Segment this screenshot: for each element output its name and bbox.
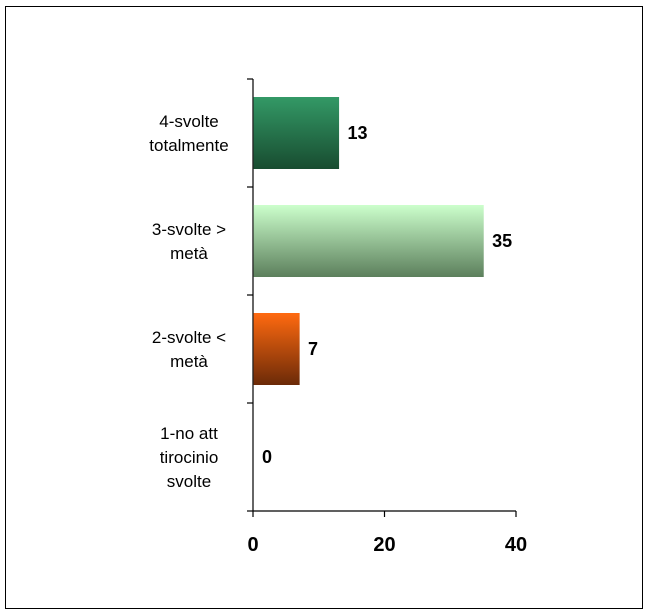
bar	[253, 313, 300, 385]
category-label-line: metà	[170, 244, 208, 263]
category-label: 2-svolte < metà	[152, 328, 226, 371]
category-label-line: 4-svolte	[159, 112, 219, 131]
category-label-line: metà	[170, 352, 208, 371]
category-label: 4-svolte totalmente	[149, 112, 228, 155]
category-label-line: 1-no att	[160, 424, 218, 443]
data-label: 0	[262, 447, 272, 467]
category-label-line: totalmente	[149, 136, 228, 155]
category-label-line: 3-svolte >	[152, 220, 226, 239]
bar	[253, 97, 340, 169]
value-axis-tick-label: 40	[505, 534, 527, 556]
category-label: 3-svolte > metà	[152, 220, 226, 263]
category-label-line: tirocinio	[160, 448, 219, 467]
value-axis-tick-label: 20	[373, 534, 395, 556]
chart-area: 0 20 40 0 1-no att tirocinio svolte 7 2-svolte <…	[5, 6, 643, 609]
bar	[253, 205, 484, 277]
data-label: 13	[347, 123, 367, 143]
category-label-line: 2-svolte <	[152, 328, 226, 347]
data-label: 7	[308, 339, 318, 359]
category-label: 1-no att tirocinio svolte	[160, 424, 219, 491]
category-label-line: svolte	[167, 472, 211, 491]
value-axis-tick-label: 0	[247, 534, 258, 556]
data-label: 35	[492, 231, 512, 251]
bar-chart: 0 20 40 0 1-no att tirocinio svolte 7 2-svolte <…	[149, 78, 527, 556]
